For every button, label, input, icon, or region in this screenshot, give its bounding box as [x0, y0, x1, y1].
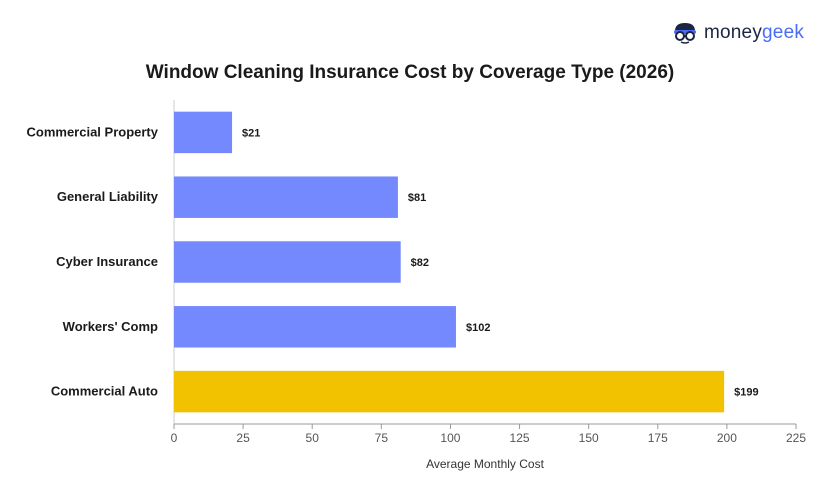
moneygeek-mascot-icon	[674, 23, 696, 44]
category-label: Commercial Auto	[51, 384, 158, 399]
bar	[174, 306, 456, 348]
category-label: General Liability	[57, 189, 159, 204]
x-tick-label: 175	[648, 431, 668, 445]
x-tick-label: 100	[440, 431, 460, 445]
data-label: $81	[408, 192, 426, 204]
x-tick-label: 50	[306, 431, 320, 445]
bar	[174, 370, 725, 413]
data-label: $82	[411, 257, 429, 269]
x-tick-label: 200	[717, 431, 737, 445]
bar	[174, 111, 233, 154]
data-label: $102	[466, 322, 490, 334]
bar	[174, 176, 398, 218]
data-label: $199	[734, 387, 758, 399]
x-axis-label: Average Monthly Cost	[426, 457, 545, 471]
data-label: $21	[242, 127, 260, 139]
category-label: Commercial Property	[27, 124, 159, 139]
brand-name: moneygeek	[704, 22, 805, 43]
category-label: Cyber Insurance	[56, 254, 158, 269]
x-tick-label: 225	[786, 431, 806, 445]
x-tick-label: 25	[236, 431, 250, 445]
x-tick-label: 0	[171, 431, 178, 445]
category-label: Workers' Comp	[63, 319, 158, 334]
x-tick-label: 125	[510, 431, 530, 445]
x-tick-label: 150	[579, 431, 599, 445]
chart-title: Window Cleaning Insurance Cost by Covera…	[145, 62, 675, 83]
bar	[174, 241, 401, 283]
brand-logo: moneygeek	[672, 20, 804, 46]
x-tick-label: 75	[375, 431, 389, 445]
